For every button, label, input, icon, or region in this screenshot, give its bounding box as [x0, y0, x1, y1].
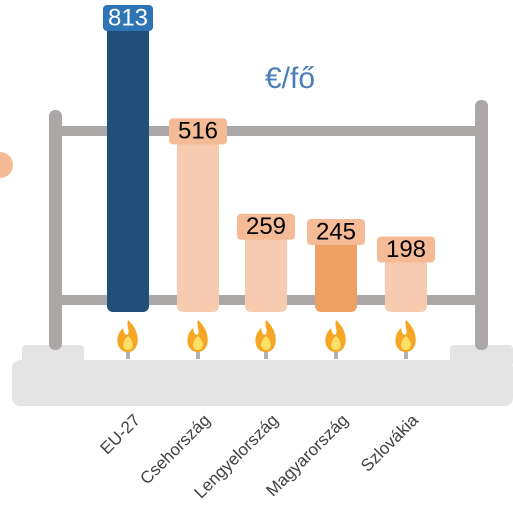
burner — [264, 350, 268, 359]
flame-core — [331, 336, 341, 350]
value-label-box — [307, 218, 365, 245]
value-label-box — [103, 5, 153, 31]
value-label: 813 — [108, 4, 148, 31]
flame-core — [123, 336, 133, 350]
bar — [245, 215, 287, 312]
value-label: 516 — [178, 118, 218, 145]
decor-circle — [0, 152, 13, 178]
value-label-box — [169, 118, 227, 145]
burner — [334, 350, 338, 359]
burner — [196, 350, 200, 359]
value-label-box — [237, 213, 295, 240]
x-tick-label: Szlovákia — [357, 410, 422, 475]
unit-label: €/fő — [265, 62, 315, 95]
x-tick-label: EU-27 — [96, 411, 144, 459]
bar — [177, 120, 219, 312]
flame-core — [401, 336, 411, 350]
value-label: 259 — [246, 213, 286, 240]
value-label: 245 — [316, 218, 356, 245]
burner — [404, 350, 408, 359]
value-label-box — [377, 236, 435, 263]
value-label: 198 — [386, 236, 426, 263]
flame-core — [261, 336, 271, 350]
bar — [107, 10, 149, 312]
flame-core — [193, 336, 203, 350]
burner — [126, 350, 130, 359]
